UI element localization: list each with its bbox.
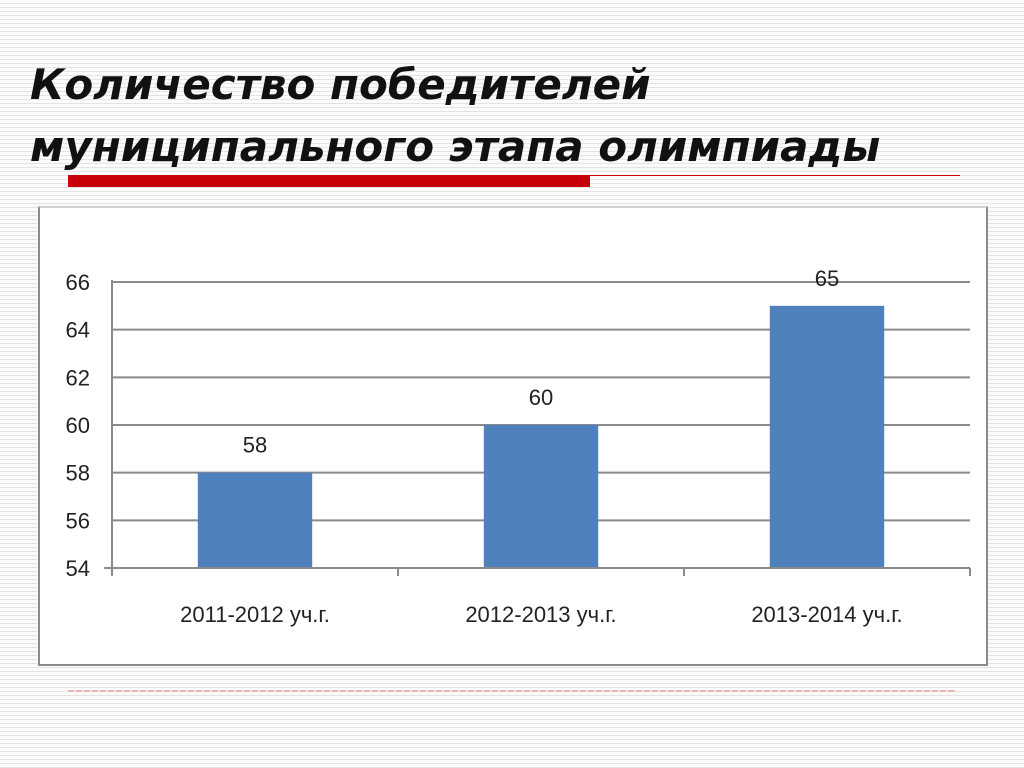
footer-divider [68, 690, 956, 692]
x-tick-labels: 2011-2012 уч.г. 2012-2013 уч.г. 2013-2014 … [180, 602, 903, 627]
bar [483, 425, 599, 568]
data-labels: 58 60 65 [243, 266, 839, 458]
bar [197, 472, 313, 568]
x-tick-label: 2012-2013 уч.г. [465, 602, 616, 627]
y-tick-label: 56 [66, 508, 90, 533]
y-tick-label: 62 [66, 365, 90, 390]
slide-title-line-1: Количество победителей [30, 60, 651, 109]
data-label: 58 [243, 433, 267, 458]
y-tick-label: 66 [66, 270, 90, 295]
title-accent-line [590, 175, 960, 176]
bar-chart: 54 56 58 60 62 64 66 2011-2012 уч.г. 2012-2013 … [66, 266, 971, 627]
bar [769, 305, 885, 568]
title-accent-bar [68, 175, 590, 187]
slide-title: Количество победителей муниципального эт… [30, 54, 990, 178]
data-label: 60 [529, 385, 553, 410]
axes [104, 280, 971, 576]
y-tick-labels: 54 56 58 60 62 64 66 [66, 270, 90, 581]
x-tick-label: 2011-2012 уч.г. [180, 602, 330, 627]
y-tick-label: 60 [66, 413, 90, 438]
bars [197, 305, 885, 568]
data-label: 65 [815, 266, 839, 291]
y-tick-label: 54 [66, 556, 90, 581]
slide-title-line-2: муниципального этапа олимпиады [30, 122, 881, 171]
y-tick-label: 64 [66, 318, 90, 343]
y-tick-label: 58 [66, 461, 90, 486]
x-tick-label: 2013-2014 уч.г. [751, 602, 902, 627]
